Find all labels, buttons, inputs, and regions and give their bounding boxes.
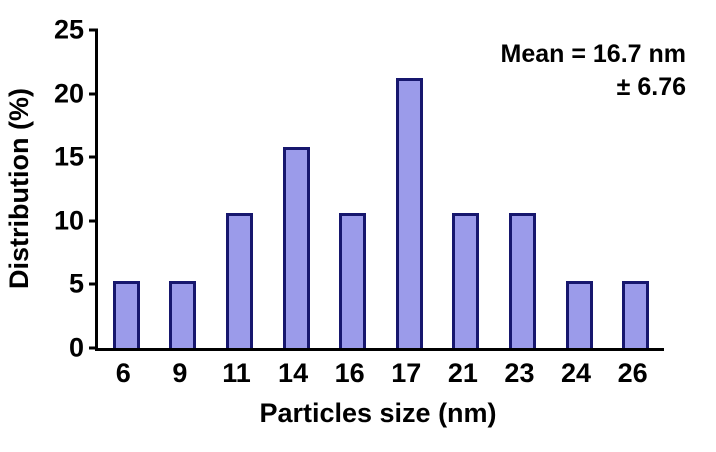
x-axis-title: Particles size (nm) xyxy=(259,398,497,428)
x-tick-label: 24 xyxy=(561,358,592,388)
y-tick-label: 10 xyxy=(53,205,84,236)
bar-17nm xyxy=(395,78,423,348)
bar-slot xyxy=(268,30,325,348)
x-tick-labels: 6 9 11 14 16 17 21 23 24 26 xyxy=(95,360,661,387)
bar-14nm xyxy=(282,147,310,348)
x-tick-label: 9 xyxy=(172,358,188,388)
y-tick-label: 20 xyxy=(53,78,84,109)
bar-11nm xyxy=(225,213,253,348)
bar-slot xyxy=(381,30,438,348)
y-tick-mark xyxy=(89,28,98,32)
bar-21nm xyxy=(452,213,480,348)
bar-16nm xyxy=(339,213,367,348)
x-tick-label: 23 xyxy=(504,358,535,388)
bar-24nm xyxy=(565,280,593,348)
x-tick-label: 16 xyxy=(334,358,365,388)
mean-annotation-line1: Mean = 16.7 nm xyxy=(500,40,687,68)
plot-area: 0 5 10 15 20 25 xyxy=(54,16,664,361)
y-tick-mark xyxy=(89,92,98,96)
bar-26nm xyxy=(622,280,650,348)
x-tick-label: 6 xyxy=(115,358,131,388)
x-tick-label: 14 xyxy=(278,358,309,388)
bar-slot xyxy=(211,30,268,348)
bar-6nm xyxy=(112,280,140,348)
x-tick-label: 11 xyxy=(222,358,251,388)
y-tick-label: 25 xyxy=(53,14,84,45)
bar-slot xyxy=(155,30,212,348)
mean-annotation-line2: ± 6.76 xyxy=(616,72,686,101)
x-tick-label: 26 xyxy=(617,358,648,388)
y-tick-label: 0 xyxy=(68,332,84,363)
bar-9nm xyxy=(169,280,197,348)
bar-slot xyxy=(494,30,551,348)
x-tick-label: 21 xyxy=(447,358,478,388)
bar-slot xyxy=(98,30,155,348)
bar-slot xyxy=(551,30,608,348)
y-tick-mark xyxy=(89,219,98,223)
y-tick-label: 15 xyxy=(53,141,84,172)
y-axis-title: Distribution (%) xyxy=(4,88,34,290)
mean-annotation: Mean = 16.7 nm ± 6.76 xyxy=(501,38,687,103)
bar-slot xyxy=(324,30,381,348)
bar-slot xyxy=(607,30,664,348)
y-tick-label: 5 xyxy=(68,268,84,299)
x-tick-label: 17 xyxy=(391,358,422,388)
y-tick-mark xyxy=(89,155,98,159)
bar-slot xyxy=(438,30,495,348)
bar-23nm xyxy=(508,213,536,348)
y-tick-mark xyxy=(89,282,98,286)
y-tick-mark xyxy=(89,346,98,350)
